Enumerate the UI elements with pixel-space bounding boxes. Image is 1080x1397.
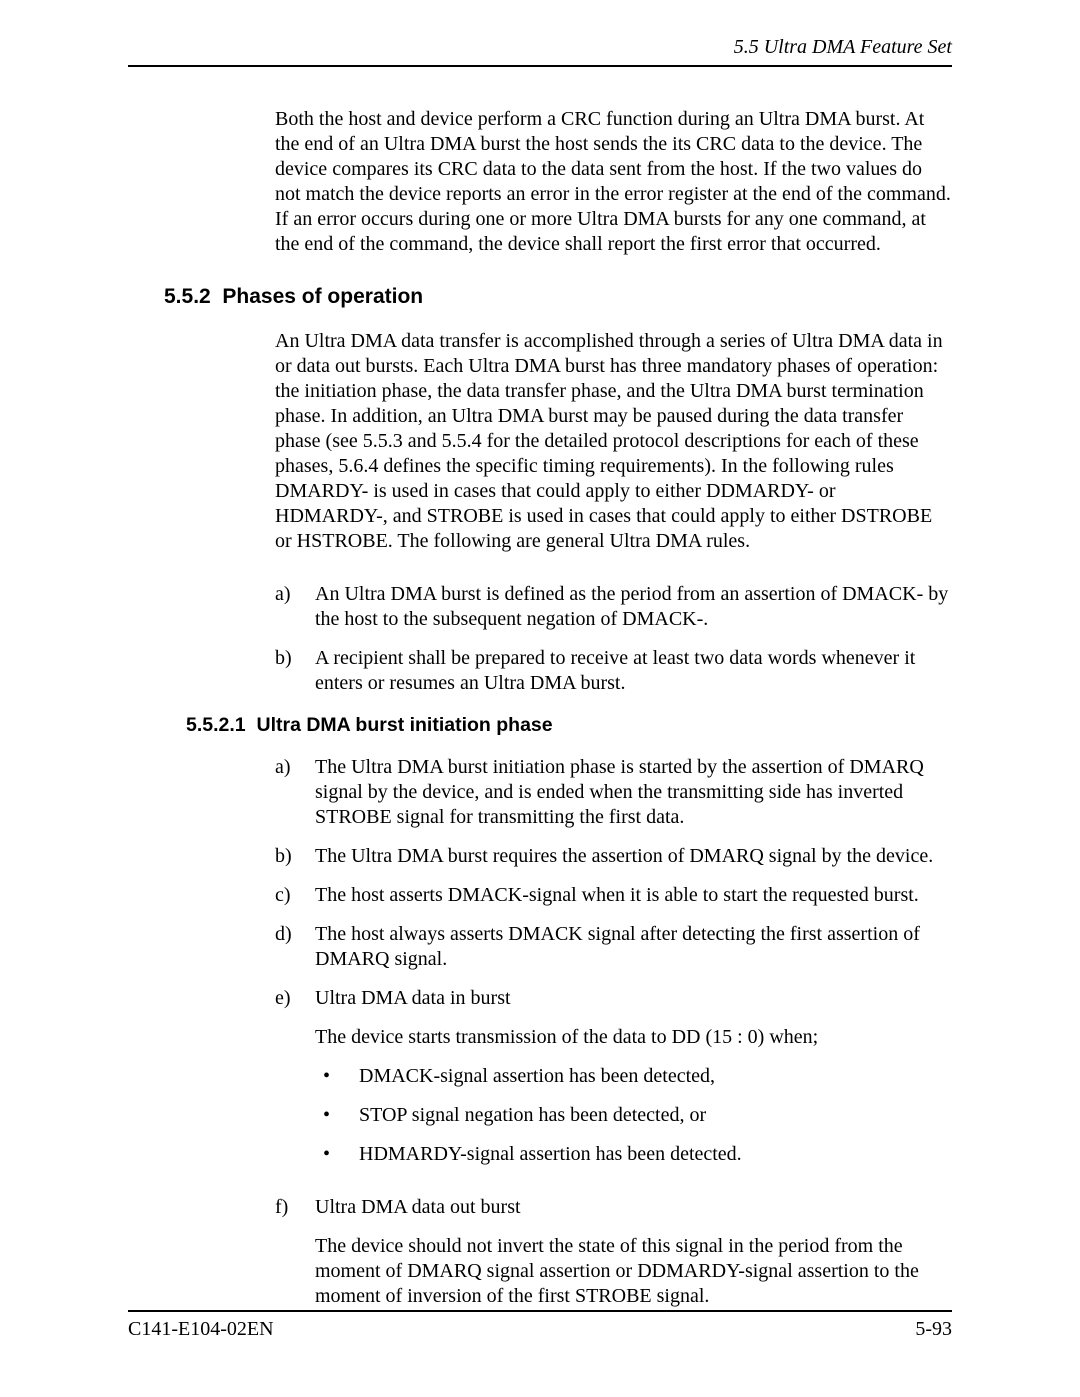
list-item: e) Ultra DMA data in burst The device st… — [275, 986, 952, 1181]
bullet-list: • DMACK-signal assertion has been detect… — [315, 1064, 952, 1167]
footer-rule — [128, 1310, 952, 1312]
list-552: a) An Ultra DMA burst is defined as the … — [275, 582, 952, 696]
list-text: The host always asserts DMACK signal aft… — [315, 922, 952, 972]
bullet-marker: • — [315, 1142, 359, 1167]
list-text: The host asserts DMACK-signal when it is… — [315, 883, 952, 908]
list-item: d) The host always asserts DMACK signal … — [275, 922, 952, 972]
list-item: b) The Ultra DMA burst requires the asse… — [275, 844, 952, 869]
footer-page-number: 5-93 — [915, 1318, 952, 1341]
list-marker: f) — [275, 1195, 315, 1309]
list-marker: e) — [275, 986, 315, 1181]
section-number: 5.5.2 — [164, 285, 211, 308]
list-5521: a) The Ultra DMA burst initiation phase … — [275, 755, 952, 1309]
sub-paragraph: The device should not invert the state o… — [315, 1234, 952, 1309]
list-text: Ultra DMA data out burst The device shou… — [315, 1195, 952, 1309]
section-title: Phases of operation — [222, 285, 423, 308]
bullet-marker: • — [315, 1103, 359, 1128]
bullet-text: STOP signal negation has been detected, … — [359, 1103, 952, 1128]
sub-paragraph: The device starts transmission of the da… — [315, 1025, 952, 1050]
list-marker: b) — [275, 646, 315, 696]
bullet-item: • DMACK-signal assertion has been detect… — [315, 1064, 952, 1089]
list-text: An Ultra DMA burst is defined as the per… — [315, 582, 952, 632]
list-text-line: Ultra DMA data out burst — [315, 1196, 521, 1218]
list-text: The Ultra DMA burst requires the asserti… — [315, 844, 952, 869]
list-item: b) A recipient shall be prepared to rece… — [275, 646, 952, 696]
section-552-para: An Ultra DMA data transfer is accomplish… — [275, 329, 952, 554]
section-number: 5.5.2.1 — [186, 714, 246, 736]
list-marker: a) — [275, 582, 315, 632]
list-marker: b) — [275, 844, 315, 869]
list-item: c) The host asserts DMACK-signal when it… — [275, 883, 952, 908]
list-item: a) An Ultra DMA burst is defined as the … — [275, 582, 952, 632]
section-heading-552: 5.5.2 Phases of operation — [128, 285, 952, 309]
list-item: a) The Ultra DMA burst initiation phase … — [275, 755, 952, 830]
bullet-item: • STOP signal negation has been detected… — [315, 1103, 952, 1128]
list-marker: d) — [275, 922, 315, 972]
intro-paragraph: Both the host and device perform a CRC f… — [275, 107, 952, 257]
list-text: The Ultra DMA burst initiation phase is … — [315, 755, 952, 830]
list-marker: c) — [275, 883, 315, 908]
footer-doc-id: C141-E104-02EN — [128, 1318, 274, 1341]
bullet-marker: • — [315, 1064, 359, 1089]
running-header: 5.5 Ultra DMA Feature Set — [128, 36, 952, 59]
list-text-line: Ultra DMA data in burst — [315, 987, 511, 1009]
bullet-text: HDMARDY-signal assertion has been detect… — [359, 1142, 952, 1167]
list-text: Ultra DMA data in burst The device start… — [315, 986, 952, 1181]
bullet-item: • HDMARDY-signal assertion has been dete… — [315, 1142, 952, 1167]
page-footer: C141-E104-02EN 5-93 — [128, 1310, 952, 1341]
list-item: f) Ultra DMA data out burst The device s… — [275, 1195, 952, 1309]
page: 5.5 Ultra DMA Feature Set Both the host … — [0, 0, 1080, 1397]
section-heading-5521: 5.5.2.1 Ultra DMA burst initiation phase — [128, 714, 952, 737]
section-title: Ultra DMA burst initiation phase — [256, 714, 552, 736]
list-text: A recipient shall be prepared to receive… — [315, 646, 952, 696]
list-marker: a) — [275, 755, 315, 830]
header-rule — [128, 65, 952, 67]
bullet-text: DMACK-signal assertion has been detected… — [359, 1064, 952, 1089]
